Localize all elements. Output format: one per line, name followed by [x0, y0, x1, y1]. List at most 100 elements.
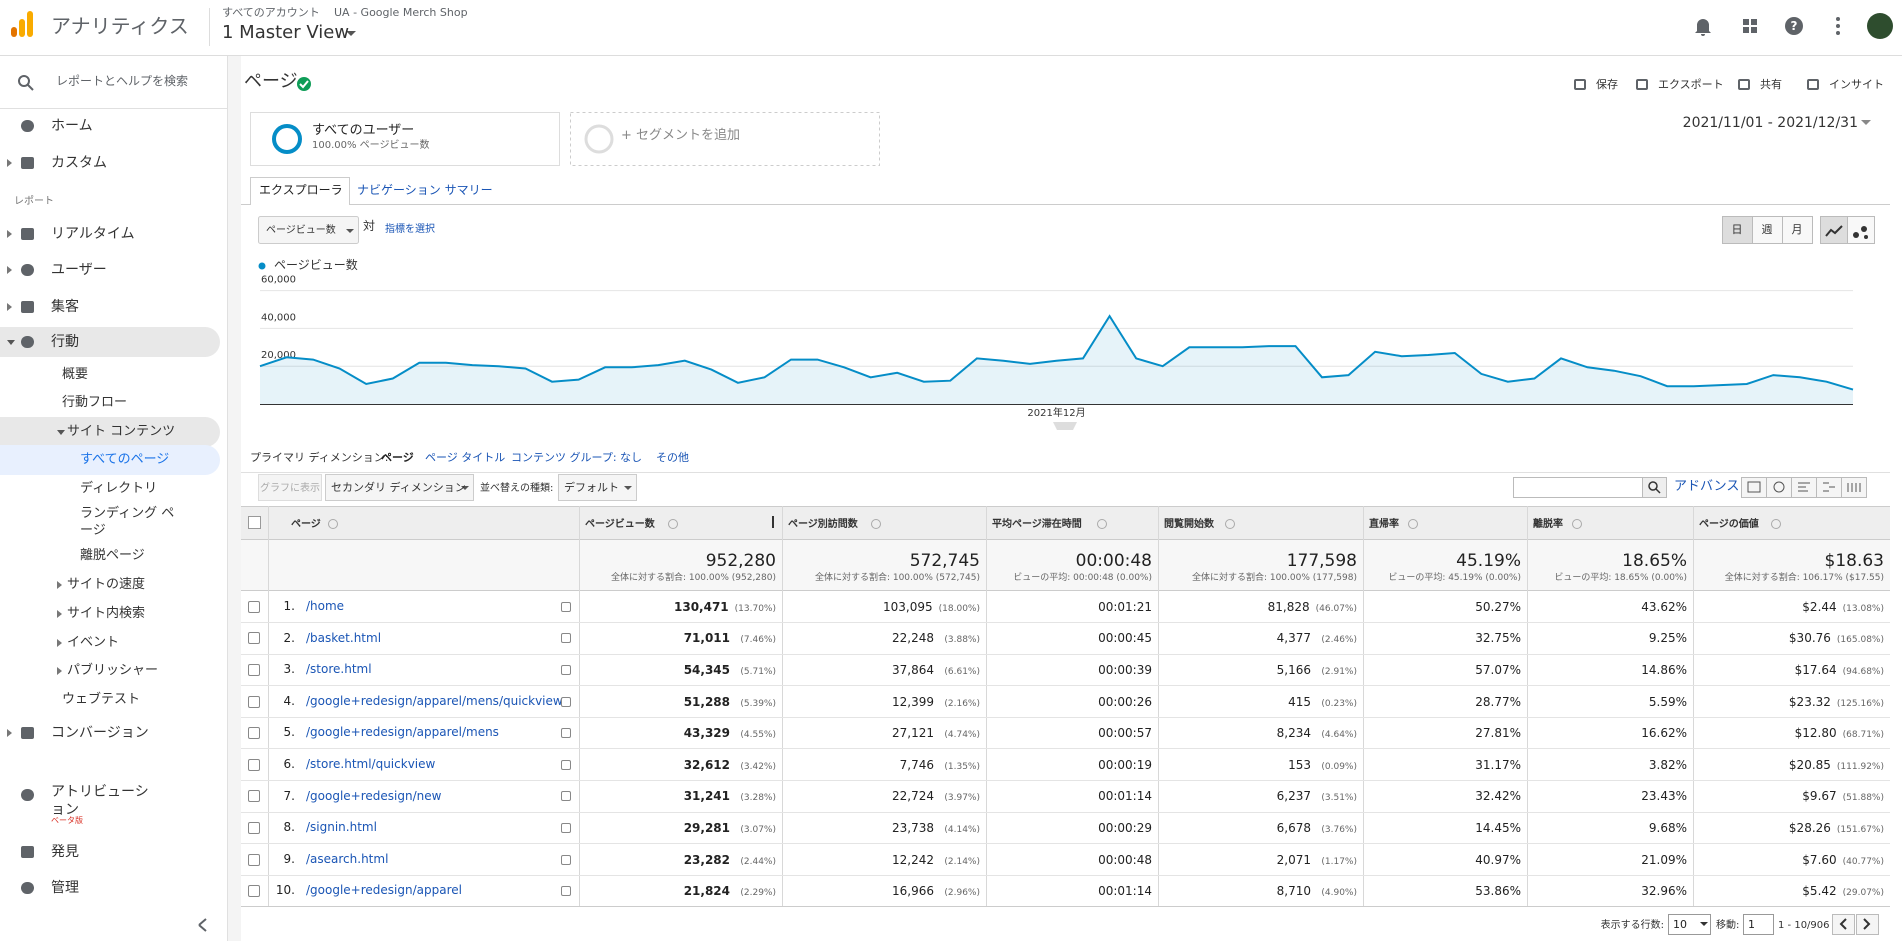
line-chart-button[interactable] [1820, 216, 1848, 244]
avatar[interactable] [1867, 13, 1893, 39]
table-search[interactable] [1513, 477, 1643, 498]
page-link[interactable]: /home [306, 599, 345, 613]
motion-chart-button[interactable] [1847, 216, 1875, 244]
row-checkbox[interactable] [248, 664, 260, 676]
date-caret[interactable] [1861, 120, 1871, 125]
chart-collapse[interactable] [1053, 422, 1077, 430]
table-search-button[interactable] [1642, 477, 1667, 498]
open-page-icon[interactable] [561, 696, 571, 707]
page-link[interactable]: /store.html [306, 662, 372, 677]
header-checkbox[interactable] [248, 516, 261, 529]
action-button[interactable]: 保存 [1596, 77, 1618, 91]
open-page-icon[interactable] [561, 854, 571, 865]
open-page-icon[interactable] [561, 728, 571, 739]
row-checkbox[interactable] [248, 885, 260, 898]
column-header[interactable]: ページの価値 [1699, 518, 1759, 530]
open-page-icon[interactable] [561, 665, 571, 675]
granularity[interactable]: 日 [1731, 222, 1743, 236]
dimension-option[interactable]: ページ タイトル [425, 450, 506, 464]
date-range[interactable]: 2021/11/01 - 2021/12/31 [1682, 114, 1858, 131]
more-icon[interactable] [1836, 17, 1840, 35]
page-link[interactable]: /google+redesign/new [306, 788, 442, 803]
nav-item[interactable]: ホーム [51, 117, 93, 134]
secondary-dropdown[interactable] [325, 474, 474, 501]
notifications-icon[interactable] [1695, 19, 1711, 36]
sort-dropdown[interactable] [558, 474, 637, 501]
granularity[interactable]: 月 [1791, 222, 1803, 236]
nav-item[interactable]: すべてのページ [80, 451, 170, 467]
breadcrumb[interactable]: UA - Google Merch Shop [334, 5, 468, 19]
row-checkbox[interactable] [248, 853, 260, 866]
nav-item[interactable]: ウェブテスト [62, 691, 141, 707]
column-header[interactable]: 閲覧開始数 [1164, 518, 1214, 530]
open-page-icon[interactable] [561, 633, 571, 644]
view-selector[interactable]: 1 Master View [222, 22, 350, 44]
row-checkbox[interactable] [248, 822, 260, 834]
page-link[interactable]: /store.html/quickview [306, 757, 436, 771]
nav-item[interactable]: リアルタイム [51, 225, 135, 242]
row-checkbox[interactable] [248, 600, 260, 613]
nav-item[interactable]: パブリッシャー [67, 662, 159, 678]
column-header[interactable]: 平均ページ滞在時間 [992, 518, 1082, 530]
goto-value[interactable]: 1 [1748, 917, 1755, 931]
prev-button[interactable] [1832, 914, 1855, 935]
row-checkbox[interactable] [248, 632, 260, 645]
column-header[interactable]: ページビュー数 [585, 518, 655, 530]
nav-item[interactable]: 行動 [51, 333, 79, 350]
page-link[interactable]: /google+redesign/apparel [306, 883, 462, 898]
nav-item[interactable]: 管理 [51, 879, 79, 896]
nav-item[interactable]: 行動フロー [62, 394, 128, 410]
goto-input[interactable] [1743, 914, 1774, 935]
dimension-option[interactable]: その他 [656, 450, 689, 464]
open-page-icon[interactable] [561, 759, 571, 770]
open-page-icon[interactable] [561, 823, 571, 833]
add-segment[interactable]: + セグメントを追加 [621, 127, 741, 143]
advanced-link[interactable]: アドバンス [1674, 478, 1740, 494]
column-header[interactable]: ページ別訪問数 [788, 518, 858, 530]
nav-item[interactable]: 集客 [51, 298, 79, 315]
nav-item[interactable]: ランディング ページ [80, 506, 175, 538]
nav-item[interactable]: 発見 [51, 843, 79, 860]
rows-select[interactable] [1668, 914, 1711, 935]
nav-item[interactable]: 離脱ページ [80, 547, 145, 563]
nav-item[interactable]: コンバージョン [51, 724, 149, 741]
page-link[interactable]: /signin.html [306, 820, 377, 835]
open-page-icon[interactable] [561, 886, 571, 897]
nav-item[interactable]: アトリビューション [51, 784, 149, 819]
nav-item[interactable]: イベント [67, 634, 120, 650]
column-header[interactable]: 離脱率 [1533, 518, 1563, 530]
tab[interactable]: ナビゲーション サマリー [357, 183, 493, 198]
row-checkbox[interactable] [248, 695, 260, 708]
granularity[interactable]: 週 [1761, 222, 1773, 236]
tab-active[interactable] [250, 177, 350, 205]
action-button[interactable]: 共有 [1760, 77, 1782, 91]
select-metric[interactable]: 指標を選択 [385, 223, 435, 235]
breadcrumb[interactable]: すべてのアカウント [222, 5, 320, 19]
row-checkbox[interactable] [248, 727, 260, 740]
nav-item[interactable]: サイト内検索 [67, 605, 146, 621]
sort-value[interactable]: デフォルト [564, 480, 619, 494]
column-header[interactable]: ページ [291, 518, 321, 530]
page-link[interactable]: /google+redesign/apparel/mens [306, 725, 499, 740]
row-checkbox[interactable] [248, 790, 260, 803]
page-link[interactable]: /asearch.html [306, 851, 389, 866]
nav-item[interactable]: ディレクトリ [80, 480, 158, 496]
nav-item[interactable]: カスタム [51, 154, 107, 171]
nav-item[interactable]: ユーザー [51, 261, 107, 278]
apps-icon[interactable] [1743, 19, 1757, 33]
collapse-icon[interactable] [198, 918, 207, 932]
nav-item[interactable]: 概要 [62, 366, 89, 382]
add-segment-box[interactable] [570, 112, 880, 166]
nav-item[interactable]: サイト コンテンツ [67, 423, 176, 439]
secondary-label[interactable]: セカンダリ ディメンション [331, 480, 466, 494]
open-page-icon[interactable] [561, 791, 571, 802]
page-link[interactable]: /basket.html [306, 630, 382, 645]
help-icon[interactable] [1785, 17, 1803, 35]
tab[interactable]: エクスプローラ [259, 183, 343, 198]
month-button[interactable] [1782, 216, 1813, 244]
day-button[interactable] [1722, 216, 1753, 244]
rows-value[interactable]: 10 [1673, 917, 1687, 931]
action-button[interactable]: エクスポート [1658, 77, 1724, 91]
nav-item[interactable]: サイトの速度 [67, 576, 146, 592]
row-checkbox[interactable] [248, 758, 260, 771]
